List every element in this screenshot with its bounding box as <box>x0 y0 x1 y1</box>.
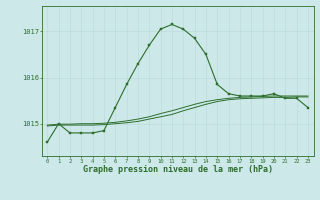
X-axis label: Graphe pression niveau de la mer (hPa): Graphe pression niveau de la mer (hPa) <box>83 165 273 174</box>
